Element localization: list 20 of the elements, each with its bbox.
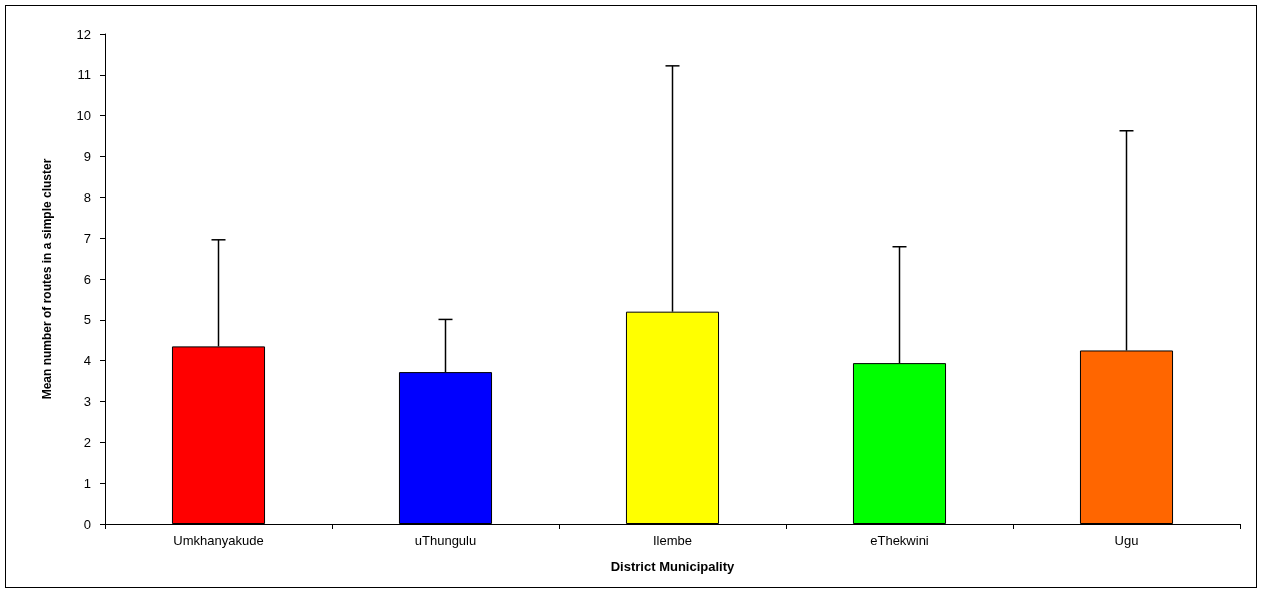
y-tick-label: 12 — [76, 26, 91, 42]
x-tick-label: eThekwini — [870, 533, 929, 548]
x-tick-label: uThungulu — [414, 533, 477, 548]
y-tick-label: 2 — [83, 434, 91, 450]
y-tick-label: 10 — [76, 108, 91, 124]
y-tick-label: 5 — [83, 312, 91, 328]
x-tick-label: Ilembe — [652, 533, 693, 548]
y-tick-label: 9 — [83, 149, 91, 164]
y-tick-label: 7 — [83, 230, 91, 246]
y-tick-label: 1 — [83, 475, 91, 491]
x-axis-title: District Municipality — [610, 559, 736, 574]
x-tick-label: Umkhanyakude — [173, 533, 264, 548]
y-tick-label: 0 — [83, 516, 91, 532]
x-tick-label: Ugu — [1114, 533, 1139, 548]
y-tick-label: 8 — [83, 189, 91, 205]
y-tick-label: 11 — [77, 67, 91, 83]
y-tick-label: 6 — [83, 271, 91, 287]
y-axis-title: Mean number of routes in a simple cluster — [40, 158, 54, 400]
y-tick-label: 3 — [83, 394, 91, 409]
y-tick-label: 4 — [83, 353, 91, 369]
